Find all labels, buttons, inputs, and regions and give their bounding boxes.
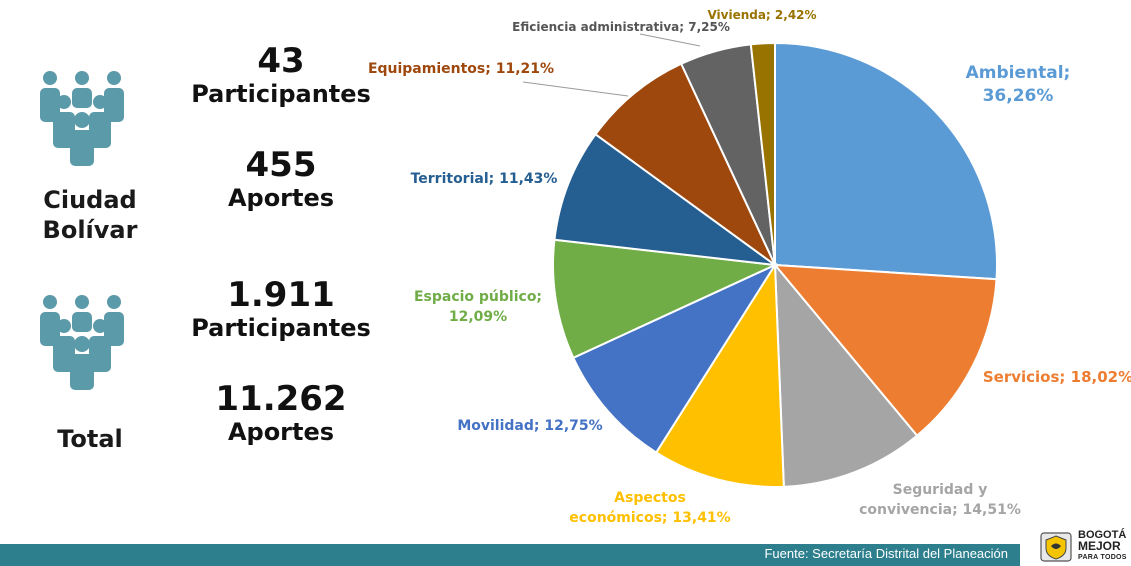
- local-participants: 43 Participantes: [181, 42, 381, 108]
- slice-label-eficiencia-administrativa: Eficiencia administrativa; 7,25%: [512, 20, 730, 34]
- total-participants: 1.911 Participantes: [181, 276, 381, 342]
- bogota-shield-icon: [1040, 532, 1072, 562]
- region-line1: Total: [57, 425, 123, 453]
- local-contributions-value: 455: [245, 145, 317, 185]
- slice-label-territorial: Territorial; 11,43%: [411, 171, 558, 187]
- people-group-icon: [40, 295, 124, 390]
- region-line1: Ciudad: [43, 186, 137, 214]
- slice-label-movilidad: Movilidad; 12,75%: [457, 418, 602, 434]
- slice-label-servicios: Servicios; 18,02%: [983, 368, 1131, 386]
- logo-line2: MEJOR: [1078, 539, 1121, 553]
- pie-slice-aspectos-econ-micos: [654, 261, 785, 488]
- slice-label-aspectos-econ-micos: Aspectos económicos; 13,41%: [569, 490, 730, 526]
- pie-slice-servicios: [772, 263, 998, 438]
- logo-line1: BOGOTÁ: [1078, 529, 1127, 541]
- pie-slice-ambiental: [774, 41, 998, 281]
- local-contributions: 455 Aportes: [181, 146, 381, 212]
- pie-slice-territorial: [553, 132, 779, 267]
- total-contributions: 11.262 Aportes: [181, 380, 381, 446]
- region-name-local: Ciudad Bolívar: [20, 185, 160, 245]
- slice-label-equipamientos: Equipamientos; 11,21%: [368, 61, 554, 77]
- slice-label-espacio-p-blico: Espacio público; 12,09%: [414, 289, 542, 325]
- local-participants-label: Participantes: [191, 80, 371, 108]
- pie-slice-seguridad-y-convivencia: [773, 262, 919, 488]
- total-participants-label: Participantes: [191, 314, 371, 342]
- total-contributions-label: Aportes: [227, 418, 335, 446]
- slice-label-seguridad-y-convivencia: Seguridad y convivencia; 14,51%: [859, 482, 1021, 518]
- pie-slice-movilidad: [571, 262, 778, 454]
- local-participants-value: 43: [257, 41, 305, 81]
- pie-slice-equipamientos: [594, 62, 778, 269]
- slice-label-ambiental: Ambiental; 36,26%: [966, 63, 1071, 106]
- logo-line3: PARA TODOS: [1078, 554, 1127, 561]
- footer-source: Fuente: Secretaría Distrital del Planeac…: [764, 546, 1008, 561]
- total-contributions-value: 11.262: [215, 379, 347, 419]
- leader-line: [639, 33, 701, 47]
- total-participants-value: 1.911: [227, 275, 335, 315]
- leader-line: [522, 81, 629, 97]
- footer-bar: Fuente: Secretaría Distrital del Planeac…: [0, 544, 1020, 566]
- local-contributions-label: Aportes: [227, 184, 335, 212]
- region-name-total: Total: [20, 424, 160, 454]
- pie-slice-vivienda: [749, 41, 776, 266]
- bogota-logo: BOGOTÁ MEJOR PARA TODOS: [1040, 530, 1128, 564]
- slice-label-vivienda: Vivienda; 2,42%: [707, 8, 816, 22]
- people-group-icon: [40, 71, 124, 166]
- region-line2: Bolívar: [42, 216, 138, 244]
- pie-slice-espacio-p-blico: [552, 238, 779, 360]
